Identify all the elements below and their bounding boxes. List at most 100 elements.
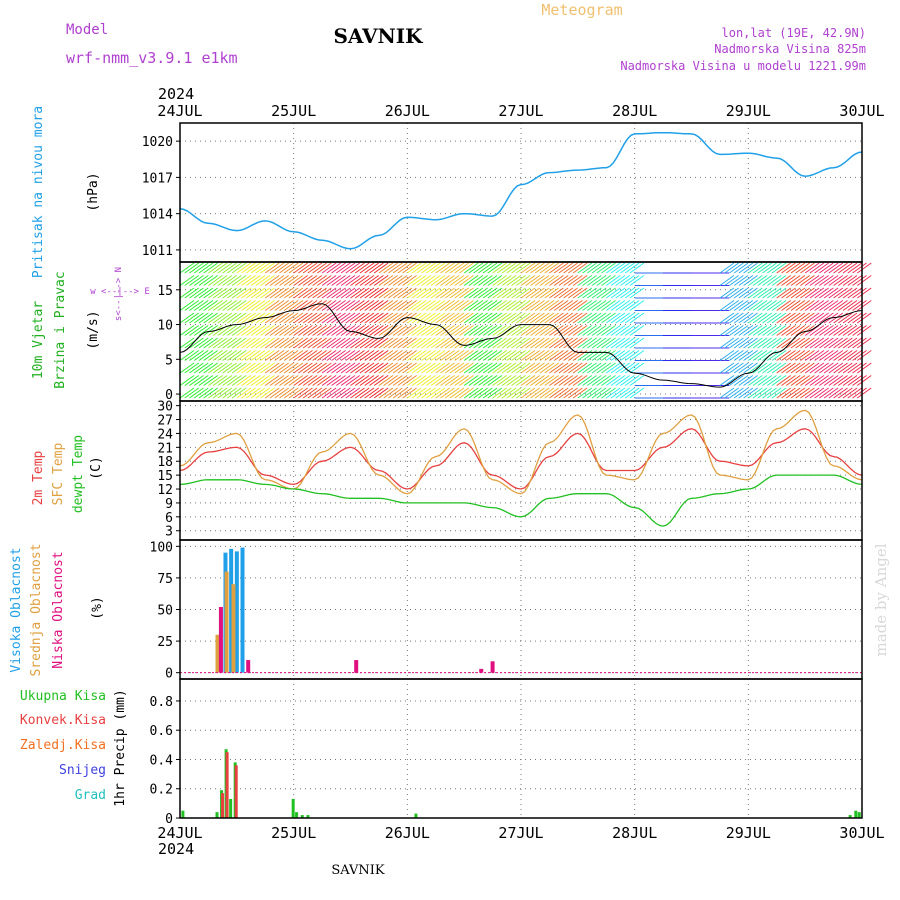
wind-barb: [364, 337, 379, 349]
wind-barb: [283, 300, 299, 311]
wind-barb: [482, 362, 498, 374]
cloud-high-bar: [240, 547, 245, 673]
wind-barb: [430, 312, 446, 324]
wind-barb: [430, 387, 446, 399]
wind-barb: [241, 350, 256, 361]
wind-barb: [264, 325, 280, 336]
wind-barb: [591, 287, 607, 299]
wind-barb: [738, 325, 754, 336]
wind-barb: [814, 312, 829, 324]
wind-barb: [241, 262, 256, 274]
wind-barb: [596, 362, 612, 374]
y-tick-label: 21: [157, 441, 173, 456]
wind-barb: [212, 262, 228, 274]
wind-barb: [336, 262, 351, 274]
wind-speed-line: [179, 303, 863, 388]
wind-barb: [407, 337, 422, 349]
wind-barb: [388, 362, 403, 374]
wind-barb: [577, 337, 593, 349]
year-top: 2024: [158, 85, 194, 103]
wind-barb: [568, 275, 583, 286]
wind-barb: [757, 362, 773, 374]
wind-barb: [312, 350, 327, 361]
y-tick-label: 30: [157, 400, 173, 415]
wind-barb: [246, 262, 261, 274]
wind-barb: [378, 350, 394, 361]
wind-barb: [591, 312, 607, 324]
wind-barb: [397, 337, 413, 349]
wind-barb: [440, 387, 455, 399]
wind-barb: [771, 387, 787, 399]
wind-barb: [487, 312, 503, 324]
wind-barb: [217, 387, 233, 399]
wind-barb: [842, 287, 858, 299]
wind-barb: [407, 362, 422, 374]
wind-barb: [771, 362, 787, 374]
wind-barb: [733, 337, 749, 349]
wind-barb: [397, 262, 413, 274]
wind-barb: [482, 337, 498, 349]
wind-barb: [269, 262, 285, 274]
wind-barb: [407, 262, 422, 274]
date-label-top: 30JUL: [839, 102, 884, 120]
wind-barb: [416, 375, 432, 386]
wind-barb: [553, 350, 569, 361]
wind-barb: [350, 387, 365, 399]
wind-barb: [795, 287, 810, 299]
wind-barb: [421, 350, 436, 361]
wind-barb: [558, 275, 574, 286]
wind-barb: [241, 362, 256, 374]
wind-barb: [804, 325, 820, 336]
wind-barb: [558, 337, 574, 349]
wind-barb: [231, 275, 247, 286]
wind-barb: [771, 300, 787, 311]
wind-barb: [203, 262, 218, 274]
wind-barb: [487, 325, 503, 336]
wind-barb: [388, 325, 403, 336]
wind-barb: [757, 275, 773, 286]
wind-barb: [520, 362, 536, 374]
wind-barb: [856, 287, 872, 299]
wind-barb: [317, 312, 332, 324]
wind-barb: [241, 387, 256, 399]
wind-barb: [563, 262, 578, 274]
wind-barb: [511, 300, 526, 311]
wind-compass: w <--|--> E: [90, 287, 150, 297]
wind-barb: [468, 287, 484, 299]
wind-barb: [743, 375, 758, 386]
wind-barb: [402, 375, 417, 386]
wind-barb: [828, 312, 844, 324]
wind-barb: [264, 350, 280, 361]
precip-legend-total: Ukupna Kisa: [20, 689, 106, 704]
wind-barb: [624, 312, 640, 324]
wind-barb: [317, 387, 332, 399]
wind-barb: [534, 337, 550, 349]
wind-barb: [264, 275, 280, 286]
wind-barb: [317, 325, 332, 336]
wind-barb: [463, 287, 479, 299]
wind-barb: [800, 325, 815, 336]
cloud-low-bar: [218, 606, 223, 673]
wind-barb: [459, 387, 474, 399]
wind-barb: [719, 312, 735, 324]
precip-legend-snow: Snijeg: [59, 763, 106, 778]
wind-barb: [596, 337, 612, 349]
wind-barb: [421, 312, 436, 324]
wind-barb: [624, 350, 640, 361]
wind-barb: [397, 300, 413, 311]
wind-barb: [487, 287, 503, 299]
wind-barb: [236, 312, 252, 324]
wind-barb: [785, 287, 801, 299]
wind-barb: [506, 300, 522, 311]
wind-barb: [766, 337, 782, 349]
y-tick-label: 10: [157, 319, 173, 334]
wind-barb: [198, 362, 214, 374]
wind-barb: [369, 312, 384, 324]
wind-barb: [492, 350, 507, 361]
wind-barb: [553, 362, 569, 374]
wind-barb: [302, 312, 318, 324]
wind-barb: [392, 337, 408, 349]
wind-barb: [577, 387, 593, 399]
wind-barb: [790, 350, 806, 361]
wind-barb: [828, 325, 844, 336]
